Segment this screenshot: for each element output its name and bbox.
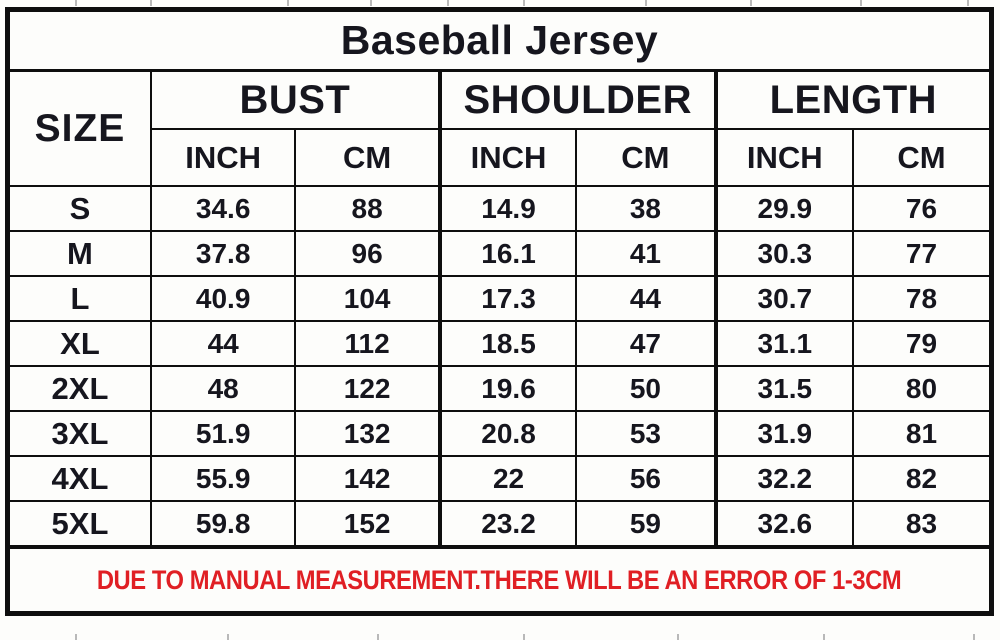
size-label: 2XL [6,365,152,412]
value-cell: 17.3 [437,275,578,322]
value-cell: 112 [294,320,441,367]
subheader-length-cm: CM [851,128,993,187]
size-label: 5XL [6,500,152,548]
subheader-shoulder-inch: INCH [437,128,578,187]
value-cell: 16.1 [437,230,578,277]
grid-tick [75,634,77,640]
column-group-shoulder: SHOULDER [437,69,717,130]
grid-tick [377,634,379,640]
grid-tick [645,0,647,6]
column-group-length: LENGTH [713,69,993,130]
subheader-length-inch: INCH [713,128,854,187]
value-cell: 31.5 [713,365,854,412]
table-row: 3XL 51.9 132 20.8 53 31.9 81 [6,410,993,457]
table-row: XL 44 112 18.5 47 31.1 79 [6,320,993,367]
value-cell: 18.5 [437,320,578,367]
value-cell: 31.9 [713,410,854,457]
value-cell: 96 [294,230,441,277]
value-cell: 79 [851,320,993,367]
size-label: L [6,275,152,322]
value-cell: 51.9 [149,410,297,457]
grid-tick [287,0,289,6]
grid-tick [75,0,77,6]
value-cell: 152 [294,500,441,548]
measurement-disclaimer: DUE TO MANUAL MEASUREMENT.THERE WILL BE … [97,564,902,595]
table-row: M 37.8 96 16.1 41 30.3 77 [6,230,993,277]
value-cell: 53 [575,410,717,457]
value-cell: 78 [851,275,993,322]
value-cell: 77 [851,230,993,277]
size-label: S [6,185,152,232]
value-cell: 19.6 [437,365,578,412]
table-row: L 40.9 104 17.3 44 30.7 78 [6,275,993,322]
value-cell: 41 [575,230,717,277]
grid-tick [860,0,862,6]
value-cell: 80 [851,365,993,412]
grid-tick [823,634,825,640]
value-cell: 132 [294,410,441,457]
size-label: 4XL [6,455,152,502]
size-label: XL [6,320,152,367]
table-row: S 34.6 88 14.9 38 29.9 76 [6,185,993,232]
grid-tick [677,634,679,640]
value-cell: 30.3 [713,230,854,277]
value-cell: 22 [437,455,578,502]
value-cell: 37.8 [149,230,297,277]
value-cell: 122 [294,365,441,412]
value-cell: 40.9 [149,275,297,322]
value-cell: 55.9 [149,455,297,502]
value-cell: 38 [575,185,717,232]
value-cell: 56 [575,455,717,502]
value-cell: 142 [294,455,441,502]
value-cell: 44 [575,275,717,322]
value-cell: 47 [575,320,717,367]
grid-tick [523,0,525,6]
grid-tick [447,0,449,6]
value-cell: 50 [575,365,717,412]
value-cell: 104 [294,275,441,322]
value-cell: 82 [851,455,993,502]
value-cell: 29.9 [713,185,854,232]
grid-tick [227,634,229,640]
size-label: M [6,230,152,277]
table-row: 4XL 55.9 142 22 56 32.2 82 [6,455,993,502]
value-cell: 88 [294,185,441,232]
value-cell: 81 [851,410,993,457]
value-cell: 34.6 [149,185,297,232]
size-label: 3XL [6,410,152,457]
table-row: 5XL 59.8 152 23.2 59 32.6 83 [6,500,993,548]
value-cell: 83 [851,500,993,548]
value-cell: 20.8 [437,410,578,457]
value-cell: 48 [149,365,297,412]
subheader-shoulder-cm: CM [575,128,717,187]
value-cell: 32.2 [713,455,854,502]
value-cell: 14.9 [437,185,578,232]
grid-tick [967,0,969,6]
subheader-bust-inch: INCH [149,128,297,187]
value-cell: 31.1 [713,320,854,367]
value-cell: 76 [851,185,993,232]
size-chart-table: Baseball Jersey SIZE BUST SHOULDER LENGT… [5,7,994,616]
table-row: 2XL 48 122 19.6 50 31.5 80 [6,365,993,412]
value-cell: 59 [575,500,717,548]
column-header-size: SIZE [6,69,152,187]
grid-tick [370,0,372,6]
grid-tick [750,0,752,6]
subheader-bust-cm: CM [294,128,441,187]
value-cell: 59.8 [149,500,297,548]
value-cell: 32.6 [713,500,854,548]
grid-tick [973,634,975,640]
value-cell: 23.2 [437,500,578,548]
grid-tick [523,634,525,640]
grid-tick [150,0,152,6]
column-group-bust: BUST [149,69,441,130]
measurement-disclaimer-cell: DUE TO MANUAL MEASUREMENT.THERE WILL BE … [6,545,993,615]
value-cell: 44 [149,320,297,367]
value-cell: 30.7 [713,275,854,322]
chart-title: Baseball Jersey [6,8,993,72]
